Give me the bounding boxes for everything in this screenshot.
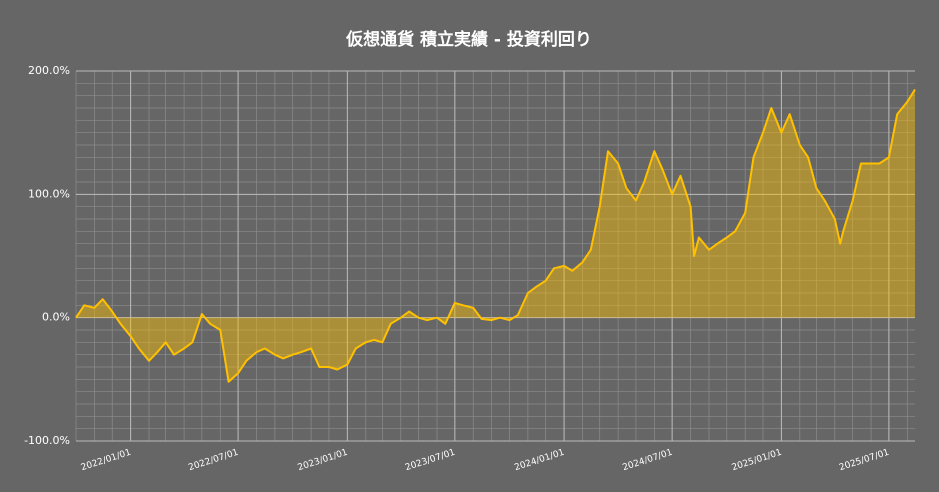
y-tick-label: 100.0% xyxy=(28,187,70,200)
y-tick-label: 0.0% xyxy=(42,311,70,324)
line xyxy=(75,88,916,383)
y-tick-label: -100.0% xyxy=(24,434,70,447)
chart-title: 仮想通貨 積立実績 - 投資利回り xyxy=(345,29,592,50)
area xyxy=(76,89,915,382)
y-tick-label: 200.0% xyxy=(28,64,70,77)
